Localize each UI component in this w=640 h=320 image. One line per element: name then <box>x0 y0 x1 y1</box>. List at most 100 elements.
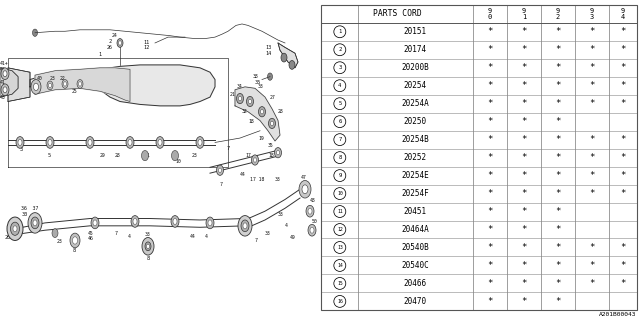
Text: 12: 12 <box>144 45 150 50</box>
Text: 4: 4 <box>338 83 341 88</box>
Text: 43: 43 <box>0 95 6 100</box>
Circle shape <box>48 140 52 145</box>
Text: *: * <box>556 225 561 234</box>
Text: *: * <box>521 99 527 108</box>
Text: 49: 49 <box>290 235 296 240</box>
Text: 31: 31 <box>145 153 151 158</box>
Circle shape <box>1 84 9 96</box>
Circle shape <box>31 217 39 229</box>
Text: *: * <box>589 153 595 162</box>
Text: 5: 5 <box>338 101 341 106</box>
Circle shape <box>276 150 280 155</box>
Circle shape <box>33 29 38 36</box>
Text: 20254E: 20254E <box>401 171 429 180</box>
Text: *: * <box>589 63 595 72</box>
Circle shape <box>145 242 151 251</box>
Text: 2: 2 <box>109 39 112 44</box>
Circle shape <box>31 80 41 94</box>
Text: 34: 34 <box>237 84 243 89</box>
Text: *: * <box>487 279 492 288</box>
Circle shape <box>218 168 221 172</box>
Text: 4: 4 <box>128 234 131 239</box>
Text: 7: 7 <box>338 137 341 142</box>
Text: 40: 40 <box>37 76 43 81</box>
Text: *: * <box>521 261 527 270</box>
Text: *: * <box>487 45 492 54</box>
Text: *: * <box>589 27 595 36</box>
Text: 9
4: 9 4 <box>621 8 625 20</box>
Text: *: * <box>620 135 626 144</box>
Circle shape <box>126 137 134 148</box>
Circle shape <box>63 82 67 86</box>
Text: 20470: 20470 <box>404 297 427 306</box>
Circle shape <box>133 219 137 224</box>
Text: 20254B: 20254B <box>401 135 429 144</box>
Text: *: * <box>521 81 527 90</box>
Text: 16: 16 <box>236 99 242 104</box>
Polygon shape <box>35 68 130 101</box>
Circle shape <box>306 205 314 217</box>
Circle shape <box>196 137 204 148</box>
Circle shape <box>18 140 22 145</box>
Text: 16: 16 <box>337 299 342 304</box>
Text: 9
2: 9 2 <box>556 8 560 20</box>
Text: *: * <box>521 207 527 216</box>
Text: *: * <box>521 279 527 288</box>
Text: 5: 5 <box>48 153 51 158</box>
Text: 28: 28 <box>278 109 284 114</box>
Circle shape <box>128 140 132 145</box>
Text: 7: 7 <box>220 182 223 188</box>
Text: *: * <box>487 171 492 180</box>
Text: *: * <box>487 117 492 126</box>
Circle shape <box>271 121 273 126</box>
Circle shape <box>79 82 81 86</box>
Circle shape <box>246 96 253 107</box>
Circle shape <box>268 73 273 80</box>
Text: 48: 48 <box>310 198 316 204</box>
Text: 50: 50 <box>312 219 317 224</box>
Text: *: * <box>589 189 595 198</box>
Circle shape <box>243 223 247 229</box>
Text: 10: 10 <box>175 159 180 164</box>
Circle shape <box>275 148 282 158</box>
Polygon shape <box>0 68 18 97</box>
Text: 20540B: 20540B <box>401 243 429 252</box>
Text: 23: 23 <box>192 153 198 158</box>
Circle shape <box>147 244 150 249</box>
Circle shape <box>158 140 162 145</box>
Text: *: * <box>620 243 626 252</box>
Circle shape <box>33 220 37 226</box>
Circle shape <box>238 216 252 236</box>
Text: 20200B: 20200B <box>401 63 429 72</box>
Text: 7: 7 <box>115 231 118 236</box>
Circle shape <box>172 150 179 161</box>
Circle shape <box>299 180 311 198</box>
Text: 42: 42 <box>0 67 6 72</box>
Circle shape <box>281 53 287 62</box>
Text: 20254: 20254 <box>404 81 427 90</box>
Circle shape <box>72 237 77 244</box>
Text: *: * <box>556 135 561 144</box>
Text: *: * <box>556 117 561 126</box>
Text: *: * <box>620 171 626 180</box>
Text: *: * <box>487 297 492 306</box>
Text: *: * <box>620 153 626 162</box>
Text: 1: 1 <box>99 52 102 57</box>
Circle shape <box>3 87 7 93</box>
Text: *: * <box>521 189 527 198</box>
Circle shape <box>91 217 99 229</box>
Circle shape <box>198 140 202 145</box>
Text: *: * <box>521 297 527 306</box>
Text: 28: 28 <box>115 153 121 158</box>
Circle shape <box>308 208 312 214</box>
Text: 20174: 20174 <box>404 45 427 54</box>
Circle shape <box>171 216 179 227</box>
Circle shape <box>52 229 58 237</box>
Text: *: * <box>556 99 561 108</box>
Text: 27: 27 <box>270 95 276 100</box>
Text: 14: 14 <box>337 263 342 268</box>
Text: *: * <box>521 63 527 72</box>
Circle shape <box>47 81 53 90</box>
Text: 18: 18 <box>268 153 274 158</box>
Text: *: * <box>556 189 561 198</box>
